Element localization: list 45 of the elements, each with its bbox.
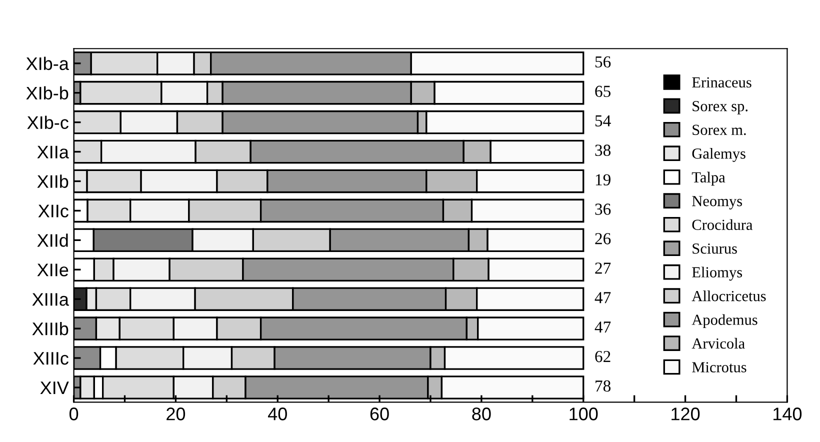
legend-label: Sciurus bbox=[692, 243, 737, 254]
legend-label: Arvicola bbox=[692, 338, 745, 349]
legend-label: Allocricetus bbox=[692, 290, 766, 302]
annotation: 38 bbox=[595, 144, 611, 156]
legend-label: Sorex m. bbox=[692, 124, 746, 136]
legend-label: Crocidura bbox=[692, 219, 753, 230]
x-tick-label: 100 bbox=[570, 408, 598, 420]
y-tick-label: XIIIb bbox=[32, 322, 68, 336]
annotation: 26 bbox=[595, 233, 611, 244]
y-tick-label: XIIc bbox=[38, 204, 68, 218]
legend-label: Sorex sp. bbox=[692, 101, 748, 114]
y-tick-label: XIb-a bbox=[26, 56, 69, 70]
legend-label: Neomys bbox=[692, 196, 742, 210]
y-tick-label: XIb-c bbox=[27, 116, 68, 130]
x-tick-label: 0 bbox=[69, 408, 78, 420]
y-tick-label: XIIe bbox=[37, 264, 68, 276]
annotation: 47 bbox=[594, 322, 611, 333]
legend-label: Eliomys bbox=[692, 266, 742, 281]
annotation: 78 bbox=[596, 380, 611, 392]
legend-label: Talpa bbox=[692, 172, 726, 186]
legend-label: Galemys bbox=[692, 148, 746, 162]
x-tick-label: 40 bbox=[268, 408, 287, 420]
annotation: 19 bbox=[596, 174, 610, 186]
annotation: 65 bbox=[595, 86, 610, 97]
y-tick-label: XIId bbox=[37, 234, 68, 247]
y-tick-label: XIV bbox=[40, 382, 69, 394]
y-tick-label: XIIIc bbox=[33, 352, 68, 365]
y-tick-label: XIIIa bbox=[32, 293, 69, 306]
x-tick-label: 80 bbox=[472, 408, 491, 420]
x-tick-label: 140 bbox=[774, 408, 802, 420]
annotation: 27 bbox=[595, 262, 611, 274]
annotation: 62 bbox=[595, 350, 610, 362]
x-tick-label: 60 bbox=[370, 408, 389, 420]
annotation: 47 bbox=[594, 292, 611, 304]
x-tick-label: 120 bbox=[672, 408, 700, 420]
legend-label: Erinaceus bbox=[692, 77, 752, 88]
annotation: 56 bbox=[595, 56, 611, 68]
legend-label: Microtus bbox=[692, 362, 746, 372]
legend-label: Apodemus bbox=[692, 314, 758, 328]
x-tick-label: 20 bbox=[166, 408, 186, 420]
y-tick-label: XIIb bbox=[37, 174, 68, 188]
annotation: 36 bbox=[595, 204, 611, 215]
y-tick-label: XIb-b bbox=[26, 86, 68, 100]
annotation: 54 bbox=[595, 115, 611, 126]
y-tick-label: XIIa bbox=[37, 146, 69, 158]
